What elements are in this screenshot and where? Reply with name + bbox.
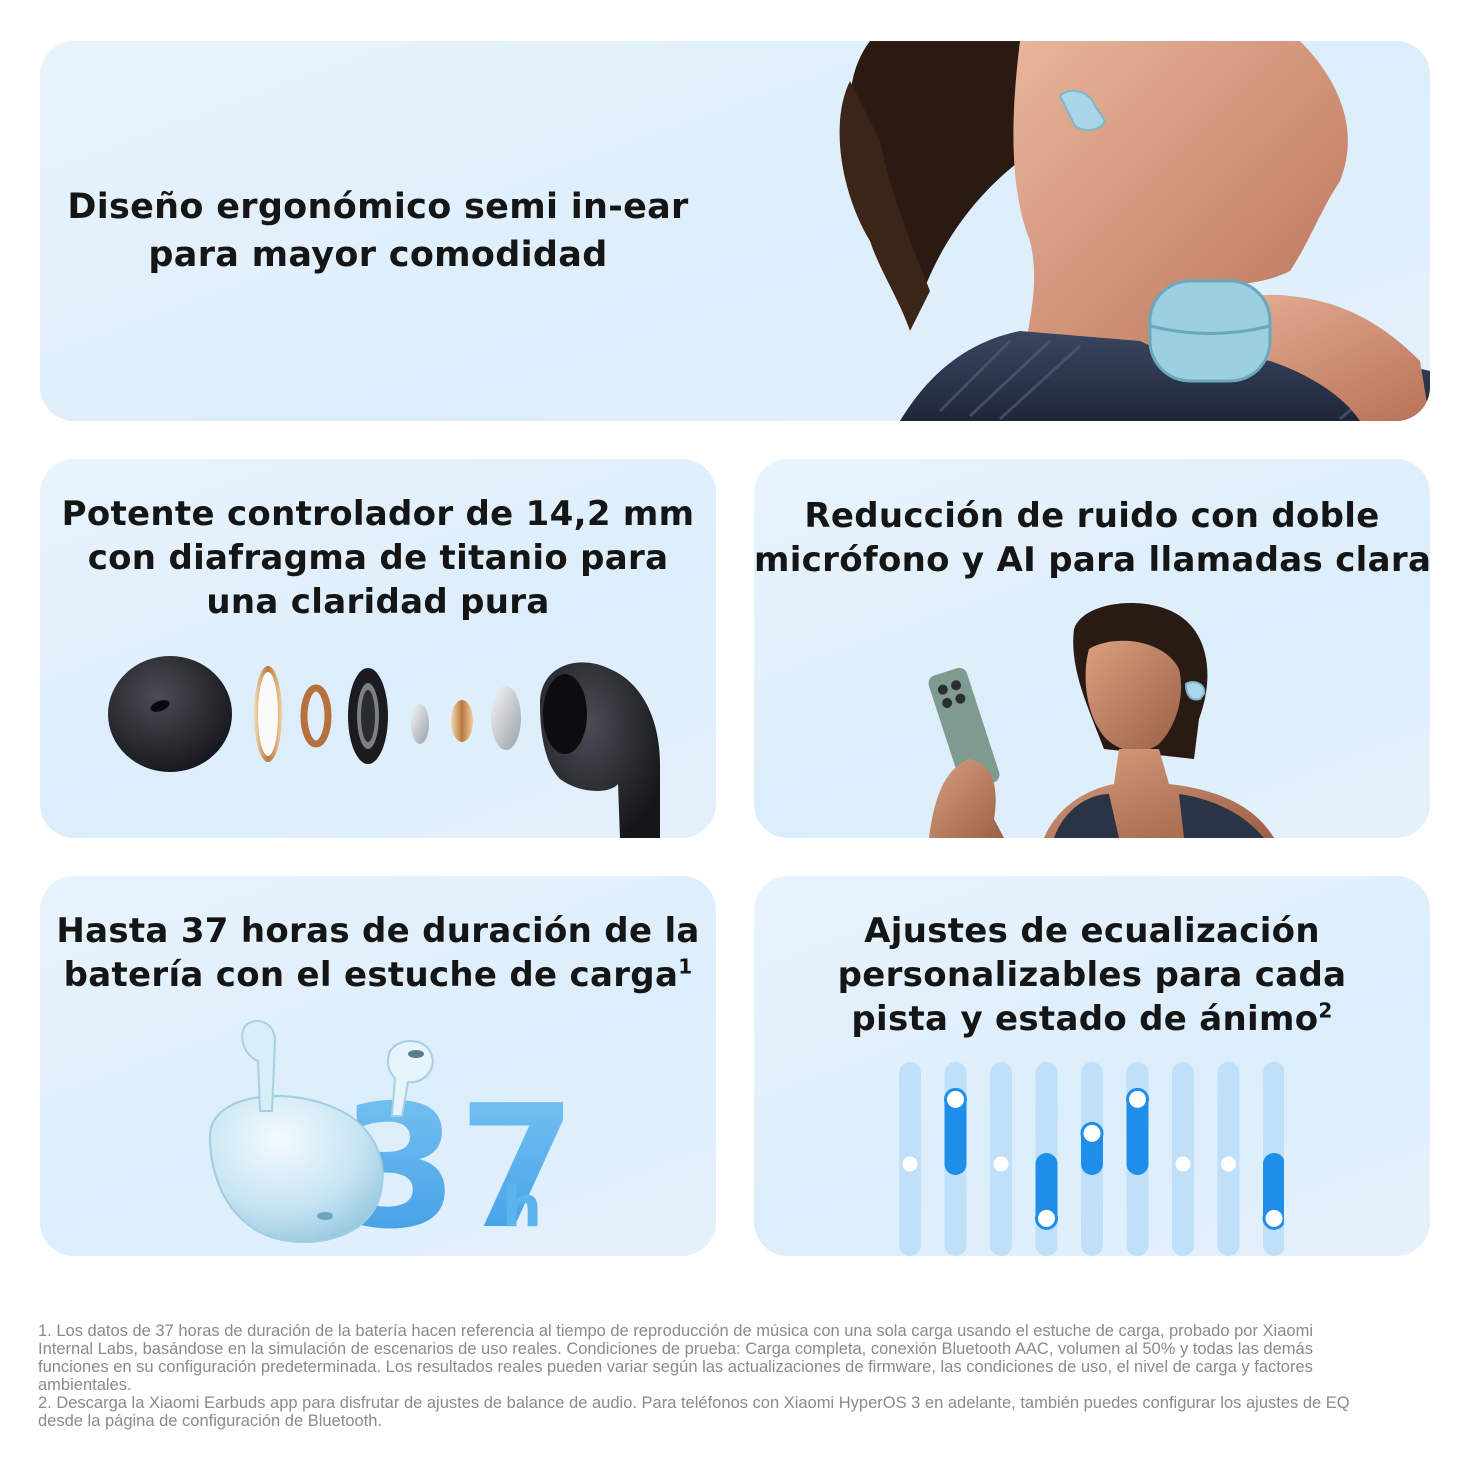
eq-slider-3 [990,1062,1012,1256]
eq-slider-knob-1 [901,1155,919,1173]
driver-headline: Potente controlador de 14,2 mm con diafr… [40,492,716,624]
ergonomic-headline-line2: para mayor comodidad [148,235,608,275]
battery-card: Hasta 37 horas de duración de la batería… [40,876,716,1256]
eq-slider-knob-4 [1035,1206,1058,1230]
eq-slider-7 [1172,1062,1194,1256]
eq-slider-knob-8 [1220,1155,1237,1173]
footnote-1: 1. Los datos de 37 horas de duración de … [38,1322,1313,1394]
eq-slider-fill-2 [944,1088,967,1175]
eq-slider-fill-6 [1126,1088,1149,1175]
eq-slider-knob-6 [1126,1087,1149,1111]
eq-sliders-illustration [899,1062,1284,1256]
footnote-2: 2. Descarga la Xiaomi Earbuds app para d… [38,1394,1350,1430]
eq-slider-4 [1035,1062,1058,1256]
woman-on-call-photo [928,602,1274,838]
battery-37h-illustration: 37 h [208,1020,570,1251]
eq-headline-line2: personalizables para cada [837,955,1347,995]
eq-headline-line1: Ajustes de ecualización [864,911,1320,951]
eq-slider-knob-2 [944,1087,967,1111]
eq-slider-knob-9 [1262,1206,1284,1230]
woman-wearing-earbud-photo [839,41,1430,421]
ergonomic-headline: Diseño ergonómico semi in-ear para mayor… [40,183,716,279]
footnote-marker-1: 1 [678,954,693,979]
battery-headline-line2: batería con el estuche de carga [63,955,679,995]
battery-headline: Hasta 37 horas de duración de la batería… [40,909,716,997]
noise-headline: Reducción de ruido con doble micrófono y… [754,494,1430,582]
eq-slider-9 [1262,1062,1284,1256]
eq-card: Ajustes de ecualización personalizables … [754,876,1430,1256]
ergonomic-headline-line1: Diseño ergonómico semi in-ear [67,187,689,227]
eq-headline-line3: pista y estado de ánimo [851,999,1319,1039]
eq-slider-1 [899,1062,921,1256]
exploded-driver-illustration [108,656,660,838]
eq-slider-knob-7 [1174,1155,1192,1173]
eq-slider-knob-3 [992,1155,1010,1173]
driver-headline-line3: una claridad pura [206,582,550,622]
eq-headline: Ajustes de ecualización personalizables … [754,909,1430,1041]
noise-headline-line2: micrófono y AI para llamadas claras [754,540,1430,580]
eq-slider-6 [1126,1062,1149,1256]
driver-headline-line1: Potente controlador de 14,2 mm [61,494,695,534]
eq-slider-8 [1217,1062,1240,1256]
noise-reduction-card: Reducción de ruido con doble micrófono y… [754,459,1430,838]
noise-headline-line1: Reducción de ruido con doble [804,496,1380,536]
eq-slider-2 [944,1062,967,1256]
footnote-marker-2: 2 [1318,998,1333,1023]
battery-headline-line1: Hasta 37 horas de duración de la [56,911,700,951]
driver-headline-line2: con diafragma de titanio para [87,538,669,578]
battery-hours-unit: h [502,1175,542,1240]
driver-card: Potente controlador de 14,2 mm con diafr… [40,459,716,838]
eq-slider-knob-5 [1080,1121,1104,1145]
footnotes: 1. Los datos de 37 horas de duración de … [38,1322,1358,1430]
ergonomic-design-card: Diseño ergonómico semi in-ear para mayor… [40,41,1430,421]
eq-slider-5 [1080,1062,1104,1256]
